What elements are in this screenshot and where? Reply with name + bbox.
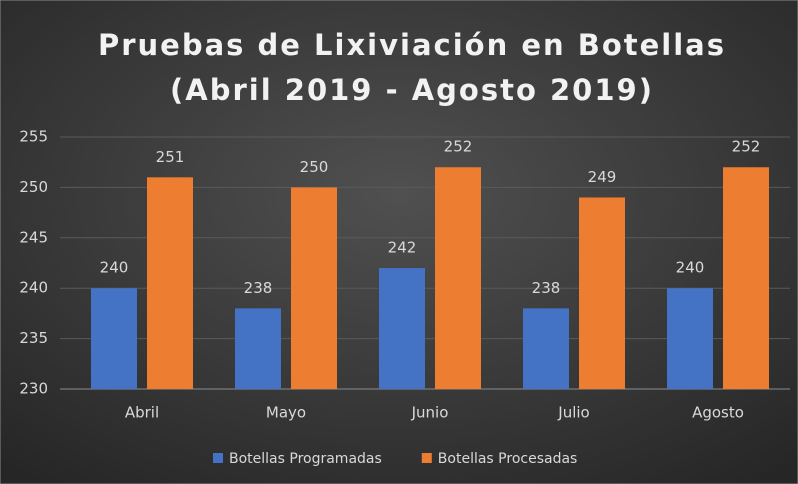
bar (91, 288, 137, 389)
bar (379, 268, 425, 389)
x-tick-label: Julio (557, 404, 589, 422)
x-tick-label: Mayo (266, 404, 306, 422)
bar (667, 288, 713, 389)
x-tick-label: Abril (125, 404, 159, 422)
legend-label: Botellas Programadas (229, 451, 382, 467)
data-label: 250 (300, 158, 329, 176)
legend-swatch (213, 453, 223, 463)
bar (291, 187, 337, 389)
x-tick-label: Agosto (692, 404, 744, 422)
data-label: 240 (676, 259, 705, 277)
legend-swatch (421, 453, 432, 463)
data-label: 238 (244, 279, 273, 297)
y-tick-label: 255 (19, 128, 48, 146)
bar (723, 167, 769, 389)
y-tick-label: 250 (19, 178, 48, 196)
y-tick-label: 230 (19, 380, 48, 398)
data-label: 249 (588, 168, 617, 186)
bar (147, 177, 193, 389)
data-label: 238 (532, 279, 561, 297)
bar (579, 197, 625, 389)
data-label: 251 (156, 148, 185, 166)
data-label: 240 (100, 259, 129, 277)
legend-label: Botellas Procesadas (438, 451, 578, 467)
data-label: 252 (732, 138, 761, 156)
bar (235, 308, 281, 389)
y-tick-label: 235 (19, 329, 48, 347)
y-tick-label: 240 (19, 279, 48, 297)
chart-subtitle: (Abril 2019 - Agosto 2019) (170, 73, 654, 107)
bar (523, 308, 569, 389)
data-label: 252 (444, 138, 473, 156)
y-tick-label: 245 (19, 228, 48, 246)
x-tick-label: Junio (411, 404, 449, 422)
bar (435, 167, 481, 389)
chart-title: Pruebas de Lixiviación en Botellas (98, 28, 726, 62)
data-label: 242 (388, 239, 417, 257)
